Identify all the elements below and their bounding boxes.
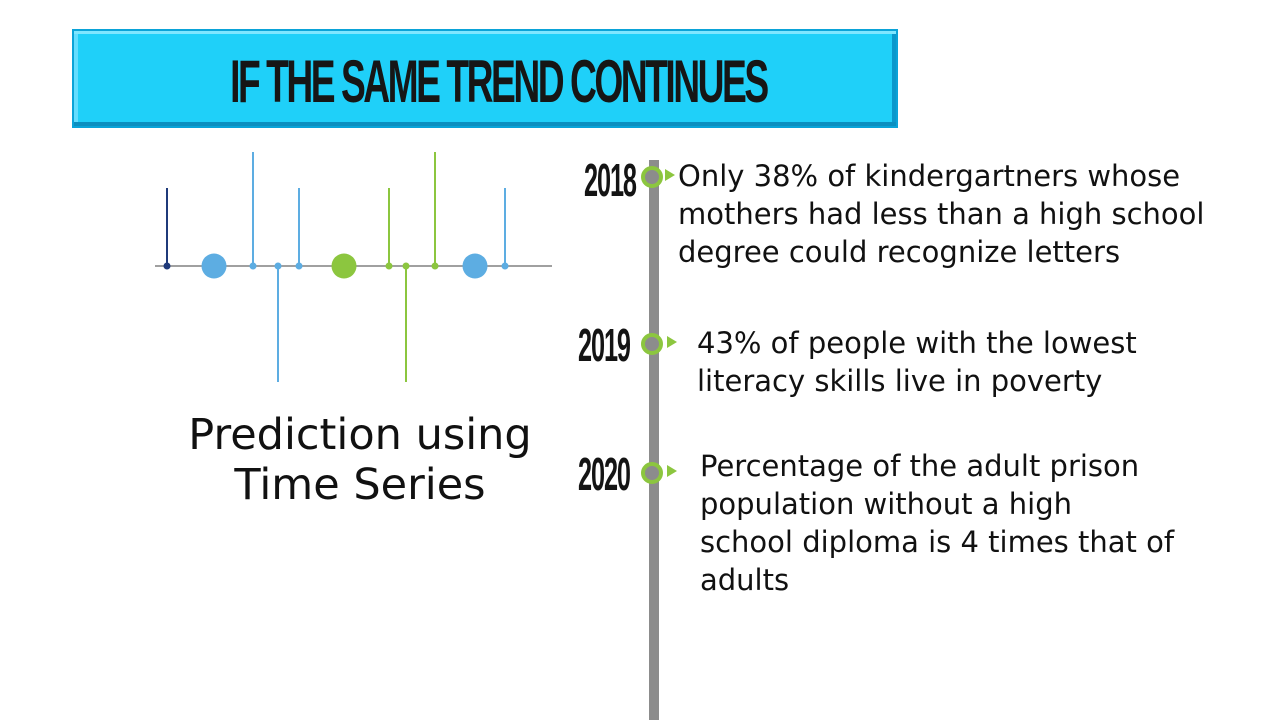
icon-caption: Prediction using Time Series — [188, 410, 532, 510]
stem-dot — [431, 262, 439, 270]
time-series-stem-icon — [155, 152, 552, 382]
timeline-year-2018: 2018 — [584, 154, 637, 206]
stem-bubble — [462, 253, 488, 279]
stem-dot — [402, 262, 410, 270]
timeline-arrow — [667, 336, 677, 348]
timeline-node — [641, 333, 663, 355]
stem-bubble — [201, 253, 227, 279]
timeline-event-2018: Only 38% of kindergartners whose mothers… — [678, 159, 1205, 269]
stem-dot — [249, 262, 257, 270]
stem-bubble — [331, 253, 357, 279]
stem-dot — [385, 262, 393, 270]
timeline-arrow — [665, 169, 675, 181]
timeline-year-2019: 2019 — [578, 319, 631, 371]
timeline-year-2020: 2020 — [578, 448, 631, 500]
timeline-node — [641, 166, 663, 188]
timeline-line — [649, 160, 659, 720]
stem-dot — [501, 262, 509, 270]
stem-dot — [274, 262, 282, 270]
timeline-node — [641, 462, 663, 484]
timeline-event-2020: Percentage of the adult prison populatio… — [700, 449, 1175, 597]
stem-dot — [295, 262, 303, 270]
timeline-event-2019: 43% of people with the lowest literacy s… — [697, 326, 1137, 398]
title-banner: IF THE SAME TREND CONTINUES — [72, 29, 898, 128]
timeline-arrow — [667, 465, 677, 477]
page-title: IF THE SAME TREND CONTINUES — [230, 48, 769, 115]
stem-dot — [163, 262, 171, 270]
